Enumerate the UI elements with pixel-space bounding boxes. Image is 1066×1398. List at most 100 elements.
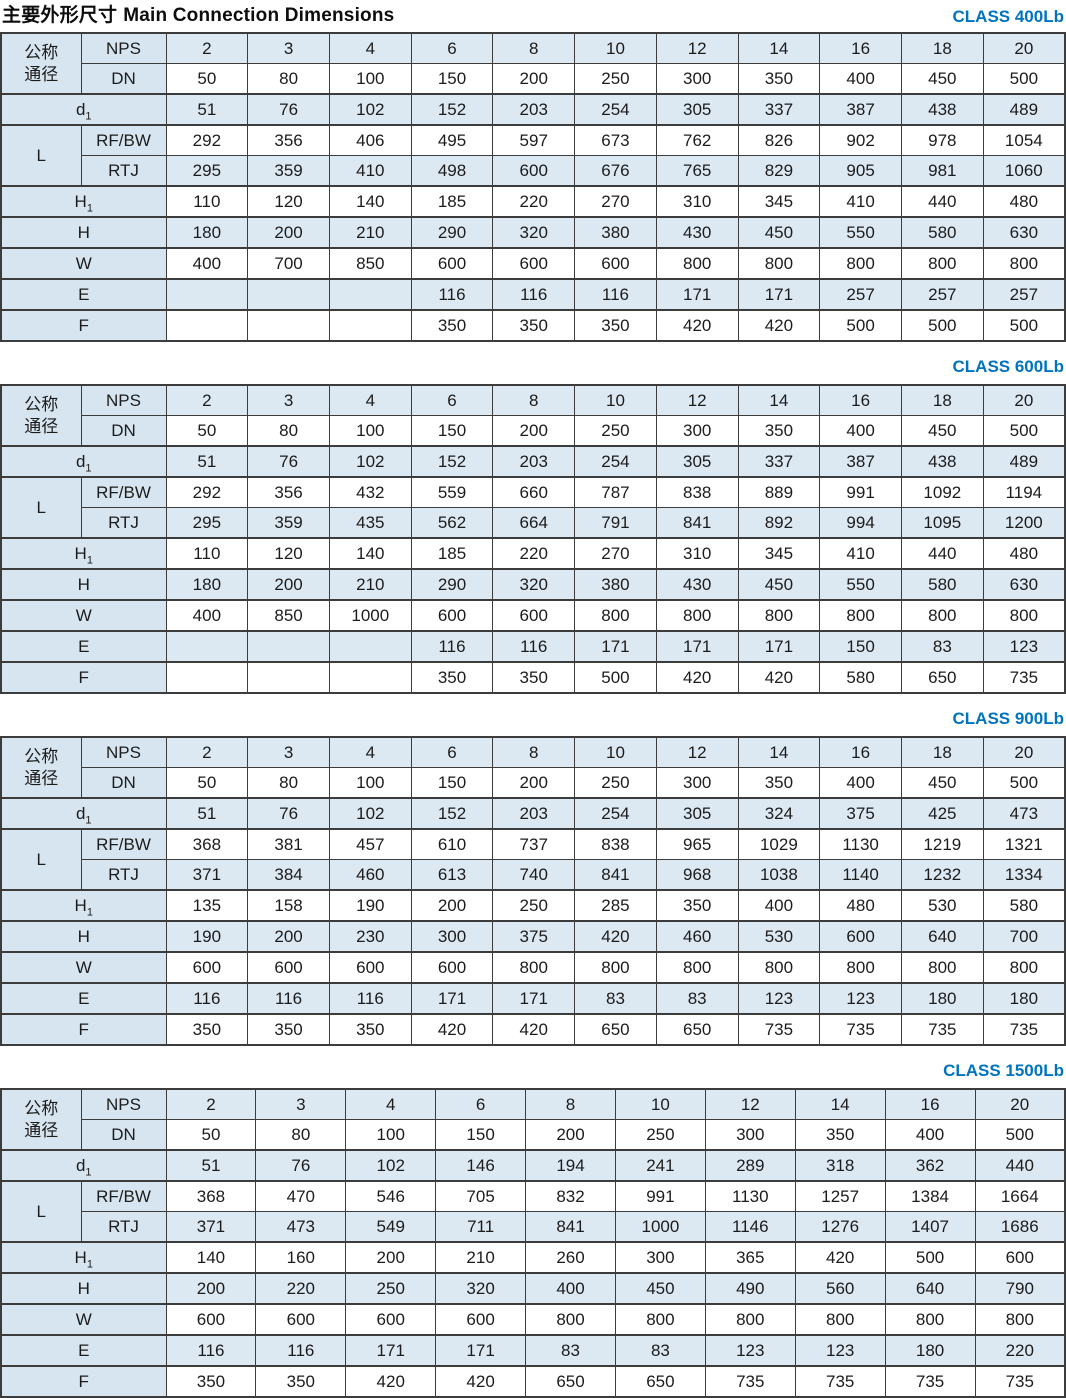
cell-e xyxy=(165,278,249,311)
cell-h1: 365 xyxy=(704,1241,796,1274)
row-label-e: E xyxy=(0,982,167,1015)
cell-w: 800 xyxy=(737,599,821,632)
cell-h: 630 xyxy=(982,568,1066,601)
table-row-f: F 350 350 500 420 420 580 650 735 xyxy=(0,661,1066,694)
cell-h1: 120 xyxy=(247,185,330,218)
cell-l-rf-bw: 965 xyxy=(655,828,739,860)
cell-e: 123 xyxy=(982,630,1066,663)
row-label-l: L xyxy=(0,1180,82,1243)
cell-h1: 440 xyxy=(900,537,984,570)
cell-l-rf-bw: 457 xyxy=(328,828,412,860)
table-row-e: E 116 116 116 171 171 83 83 123 123 180 180 xyxy=(0,982,1066,1015)
cell-h1: 400 xyxy=(737,889,821,922)
cell-l-rf-bw: 559 xyxy=(410,476,494,508)
cell-f: 350 xyxy=(410,309,494,342)
row-label-f: F xyxy=(0,1365,167,1398)
cell-f: 350 xyxy=(574,309,657,342)
cell-h1: 120 xyxy=(247,537,330,570)
row-label-rf-bw: RF/BW xyxy=(80,124,167,156)
table-row-w: W 400 700 850 600 600 600 800 800 800 800 800 xyxy=(0,247,1066,280)
row-label-d1: d1 xyxy=(0,93,167,126)
row-label-h: H xyxy=(0,568,167,601)
cell-l-rf-bw: 1664 xyxy=(974,1180,1066,1212)
cell-e: 171 xyxy=(737,278,821,311)
cell-w: 600 xyxy=(345,1303,437,1336)
row-label-e: E xyxy=(0,278,167,311)
cell-h1: 270 xyxy=(574,537,657,570)
cell-l-rf-bw: 368 xyxy=(165,828,249,860)
cell-e: 171 xyxy=(737,630,821,663)
cell-nps: 8 xyxy=(492,736,576,768)
row-label-dn: DN xyxy=(80,1119,167,1151)
cell-d1: 152 xyxy=(410,445,494,478)
cell-e: 150 xyxy=(819,630,902,663)
row-label-nominal-diameter: 公称通径 xyxy=(0,384,82,447)
cell-l-rtj: 892 xyxy=(737,507,821,539)
cell-h: 580 xyxy=(900,216,984,249)
cell-f: 500 xyxy=(819,309,902,342)
cell-l-rtj: 295 xyxy=(165,507,249,539)
cell-l-rtj: 384 xyxy=(247,859,330,891)
cell-l-rf-bw: 902 xyxy=(819,124,902,156)
cell-nps: 6 xyxy=(410,32,494,64)
cell-f xyxy=(247,661,330,694)
cell-nps: 6 xyxy=(410,736,494,768)
cell-d1: 375 xyxy=(819,797,902,830)
dimensions-table-class-400lb: 公称通径 NPS 2 3 4 6 8 10 12 14 16 18 20 DN 50 80 100 150 200 2… xyxy=(0,32,1066,342)
cell-w: 800 xyxy=(982,951,1066,984)
cell-e: 171 xyxy=(345,1334,437,1367)
cell-nps: 2 xyxy=(165,736,249,768)
cell-h1: 185 xyxy=(410,185,494,218)
table-row-h: H 180 200 210 290 320 380 430 450 550 580 630 xyxy=(0,216,1066,249)
cell-h1: 200 xyxy=(345,1241,437,1274)
cell-nps: 2 xyxy=(165,384,249,416)
cell-h: 560 xyxy=(794,1272,886,1305)
cell-f: 350 xyxy=(255,1365,347,1398)
cell-h: 380 xyxy=(574,568,657,601)
cell-w: 600 xyxy=(492,599,576,632)
cell-h: 210 xyxy=(328,568,412,601)
cell-f: 735 xyxy=(737,1013,821,1046)
cell-h1: 580 xyxy=(982,889,1066,922)
cell-e: 257 xyxy=(982,278,1066,311)
table-row-dn: DN 50 80 100 150 200 250 300 350 400 500 xyxy=(1,1119,1066,1151)
cell-l-rtj: 765 xyxy=(655,155,739,187)
cell-e xyxy=(247,278,330,311)
cell-l-rf-bw: 432 xyxy=(328,476,412,508)
cell-d1: 438 xyxy=(900,93,984,126)
cell-f: 350 xyxy=(165,1365,257,1398)
cell-nps: 12 xyxy=(655,32,739,64)
cell-l-rf-bw: 292 xyxy=(165,124,249,156)
cell-e: 116 xyxy=(492,278,576,311)
cell-l-rf-bw: 470 xyxy=(255,1180,347,1212)
cell-dn: 450 xyxy=(900,767,984,799)
cell-l-rtj: 1146 xyxy=(704,1211,796,1243)
cell-l-rf-bw: 660 xyxy=(492,476,576,508)
cell-e xyxy=(247,630,330,663)
table-row-nps: 公称通径 NPS 2 3 4 6 8 10 12 14 16 18 20 xyxy=(0,32,1066,95)
cell-w: 700 xyxy=(247,247,330,280)
cell-w: 850 xyxy=(328,247,412,280)
table-row-h1: H1 135 158 190 200 250 285 350 400 480 530 580 xyxy=(0,889,1066,922)
cell-l-rtj: 1060 xyxy=(982,155,1066,187)
cell-f xyxy=(328,309,412,342)
cell-l-rtj: 1276 xyxy=(794,1211,886,1243)
cell-l-rtj: 968 xyxy=(655,859,739,891)
cell-l-rtj: 994 xyxy=(819,507,902,539)
cell-l-rtj: 1200 xyxy=(982,507,1066,539)
cell-l-rtj: 664 xyxy=(492,507,576,539)
cell-d1: 102 xyxy=(328,445,412,478)
cell-d1: 489 xyxy=(982,445,1066,478)
cell-e: 220 xyxy=(974,1334,1066,1367)
cell-f: 420 xyxy=(655,661,739,694)
cell-h1: 140 xyxy=(165,1241,257,1274)
cell-d1: 425 xyxy=(900,797,984,830)
cell-nps: 16 xyxy=(819,736,902,768)
cell-h1: 110 xyxy=(165,185,249,218)
cell-w: 850 xyxy=(247,599,330,632)
cell-h1: 300 xyxy=(614,1241,706,1274)
cell-l-rtj: 371 xyxy=(165,1211,257,1243)
cell-h: 640 xyxy=(900,920,984,953)
cell-nps: 20 xyxy=(974,1088,1066,1120)
cell-e xyxy=(328,630,412,663)
